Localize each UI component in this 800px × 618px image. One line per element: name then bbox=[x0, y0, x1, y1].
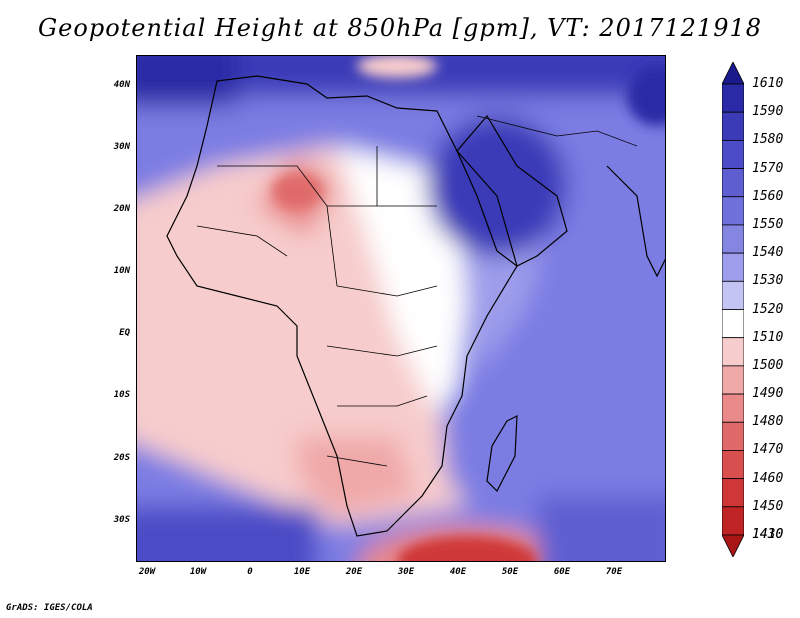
africa-coastline bbox=[166, 75, 518, 537]
lat-label-20s: 20S bbox=[113, 453, 130, 463]
colorbar-label-1460: 1460 bbox=[752, 470, 784, 486]
lat-label-10n: 10N bbox=[113, 266, 130, 276]
lon-label-30e: 30E bbox=[397, 567, 415, 577]
geopotential-map bbox=[137, 56, 665, 561]
india-coastline bbox=[606, 165, 665, 278]
height-field bbox=[137, 56, 665, 561]
colorbar-swatch-1460 bbox=[722, 450, 744, 480]
colorbar-label-1560: 1560 bbox=[752, 188, 784, 204]
lat-label-30s: 30S bbox=[113, 515, 130, 525]
colorbar-swatch-1410 bbox=[722, 534, 744, 557]
colorbar-swatch-1570 bbox=[722, 139, 744, 169]
lon-label-10e: 10E bbox=[293, 567, 311, 577]
colorbar-label-1510: 1510 bbox=[752, 329, 784, 345]
colorbar-label-1540: 1540 bbox=[752, 245, 784, 261]
lat-label-10s: 10S bbox=[113, 390, 130, 400]
colorbar-label-1590: 1590 bbox=[752, 104, 784, 120]
colorbar-label-1450: 1450 bbox=[752, 498, 784, 514]
colorbar-swatch-1590 bbox=[722, 83, 744, 113]
colorbar-label-1530: 1530 bbox=[752, 273, 784, 289]
colorbar-swatch-1550 bbox=[722, 196, 744, 226]
colorbar-swatch-1610 bbox=[722, 62, 744, 85]
colorbar-swatch-1480 bbox=[722, 393, 744, 423]
colorbar-swatch-1540 bbox=[722, 224, 744, 254]
lat-label-eq: EQ bbox=[119, 328, 130, 338]
colorbar-label-1490: 1490 bbox=[752, 386, 784, 402]
colorbar-label-1570: 1570 bbox=[752, 160, 784, 176]
lon-label-70e: 70E bbox=[605, 567, 623, 577]
lon-label-20e: 20E bbox=[345, 567, 363, 577]
map-panel[interactable] bbox=[136, 55, 666, 562]
lon-label-50e: 50E bbox=[501, 567, 519, 577]
colorbar-swatch-1510 bbox=[722, 309, 744, 339]
colorbar-swatch-1470 bbox=[722, 421, 744, 451]
lon-label-60e: 60E bbox=[553, 567, 571, 577]
colorbar-swatch-1520 bbox=[722, 280, 744, 310]
lat-label-30n: 30N bbox=[113, 142, 130, 152]
lat-label-20n: 20N bbox=[113, 204, 130, 214]
arabia-coastline bbox=[456, 114, 568, 267]
country-borders bbox=[196, 115, 638, 467]
map-title: Geopotential Height at 850hPa [gpm], VT:… bbox=[38, 14, 762, 42]
colorbar-label-1410: 1410 bbox=[752, 527, 784, 542]
lon-label-20w: 20W bbox=[138, 567, 156, 577]
colorbar-label-1480: 1480 bbox=[752, 414, 784, 430]
grads-credit: GrADS: IGES/COLA bbox=[6, 603, 93, 613]
height-field-detail bbox=[272, 56, 665, 561]
colorbar-swatch-1580 bbox=[722, 111, 744, 141]
colorbar-swatch-1500 bbox=[722, 337, 744, 367]
colorbar-swatch-1490 bbox=[722, 365, 744, 395]
colorbar-label-1610: 1610 bbox=[752, 76, 784, 91]
colorbar-label-1430: 1430 bbox=[752, 527, 784, 542]
madagascar-coastline bbox=[486, 415, 518, 493]
lon-label-0: 0 bbox=[247, 567, 253, 577]
colorbar-label-1470: 1470 bbox=[752, 442, 784, 458]
lon-label-10w: 10W bbox=[189, 567, 207, 577]
lon-label-40e: 40E bbox=[449, 567, 467, 577]
colorbar bbox=[722, 62, 744, 557]
colorbar-swatch-1430 bbox=[722, 506, 744, 536]
colorbar-label-1520: 1520 bbox=[752, 301, 784, 317]
colorbar-swatch-1530 bbox=[722, 252, 744, 282]
colorbar-swatch-1560 bbox=[722, 168, 744, 198]
colorbar-label-1550: 1550 bbox=[752, 216, 784, 232]
colorbar-label-1580: 1580 bbox=[752, 132, 784, 148]
lat-label-40n: 40N bbox=[113, 80, 130, 90]
colorbar-swatch-1450 bbox=[722, 478, 744, 508]
colorbar-label-1500: 1500 bbox=[752, 357, 784, 373]
